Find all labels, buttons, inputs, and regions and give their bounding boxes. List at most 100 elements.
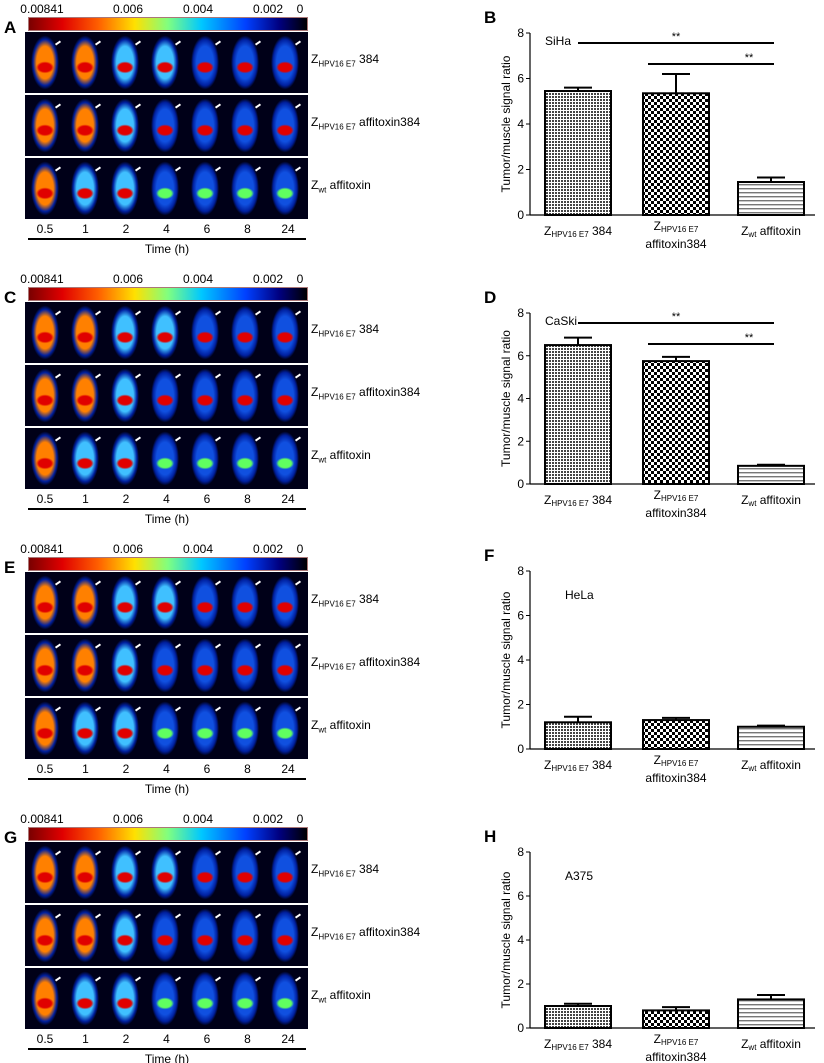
y-tick-label: 4 [517, 392, 524, 406]
mouse-image [145, 428, 185, 489]
colorbar [28, 287, 308, 301]
x-tick-label: Zwt affitoxin [741, 224, 801, 239]
mouse-image [65, 698, 105, 759]
panel-label: A [4, 18, 17, 37]
time-tick: 6 [203, 1032, 211, 1046]
label-main: Z [654, 1032, 661, 1046]
y-tick-label: 0 [517, 742, 524, 756]
mouse-image [65, 968, 105, 1029]
label-rest: affitoxin [756, 493, 800, 507]
x-tick-label: ZHPV16 E7 [654, 219, 699, 234]
label-sub: HPV16 E7 [318, 599, 356, 609]
y-tick-label: 4 [517, 653, 524, 667]
mouse-image [265, 842, 305, 903]
mouse-image [145, 158, 185, 219]
label-rest: affitoxin384 [355, 925, 421, 939]
chart-title: CaSki [545, 314, 577, 328]
row-label: ZHPV16 E7 384 [311, 52, 379, 68]
label-sub: HPV16 E7 [318, 122, 356, 132]
y-tick-label: 8 [517, 26, 524, 40]
colorbar-tick: 0.00841 [20, 542, 64, 556]
mouse-image [145, 365, 185, 426]
label-main: Z [544, 493, 551, 507]
y-axis-label: Tumor/muscle signal ratio [499, 591, 513, 728]
label-main: Z [311, 52, 319, 66]
label-rest: 384 [355, 52, 380, 66]
mouse-image [25, 968, 65, 1029]
colorbar-tick: 0 [296, 272, 304, 286]
significance-label: ** [672, 311, 681, 323]
time-tick: 4 [163, 1032, 170, 1046]
label-sub: HPV16 E7 [318, 662, 356, 672]
colorbar-tick: 0.002 [252, 812, 284, 826]
colorbar-tick: 0 [296, 2, 304, 16]
time-tick: 8 [244, 762, 251, 776]
x-tick-label-line2: affitoxin384 [645, 771, 706, 785]
bar [544, 90, 612, 216]
mouse-image [265, 905, 305, 966]
y-tick-label: 2 [517, 977, 524, 991]
mouse-image [225, 95, 265, 156]
label-rest: affitoxin [326, 448, 371, 462]
label-main: Z [311, 592, 319, 606]
mouse-image [145, 572, 185, 633]
mouse-image [25, 95, 65, 156]
y-tick-label: 2 [517, 163, 524, 177]
mouse-image [265, 698, 305, 759]
label-main: Z [311, 718, 319, 732]
time-tick: 8 [244, 1032, 251, 1046]
image-row [25, 841, 308, 903]
label-main: Z [544, 758, 551, 772]
colorbar-tick: 0.00841 [20, 272, 64, 286]
label-sub: wt [318, 455, 327, 465]
colorbar-tick: 0 [296, 812, 304, 826]
x-tick-label: ZHPV16 E7 384 [544, 493, 612, 508]
image-row [25, 157, 308, 219]
time-tick: 4 [163, 222, 170, 236]
time-axis-line [28, 238, 306, 240]
time-tick: 24 [281, 1032, 295, 1046]
bar [737, 998, 805, 1030]
mouse-image [225, 428, 265, 489]
colorbar-tick: 0.006 [112, 542, 144, 556]
bar [737, 181, 805, 216]
mouse-image [265, 635, 305, 696]
row-label: ZHPV16 E7 384 [311, 322, 379, 338]
mouse-image [185, 572, 225, 633]
mouse-image [225, 905, 265, 966]
label-rest: 384 [355, 862, 380, 876]
label-sub: wt [747, 499, 757, 508]
mouse-image [225, 635, 265, 696]
mouse-image [185, 365, 225, 426]
label-rest: affitoxin [326, 988, 371, 1002]
bar [642, 360, 710, 485]
label-main: Z [311, 862, 319, 876]
bar [544, 1005, 612, 1029]
mouse-image [65, 365, 105, 426]
label-main: Z [311, 115, 319, 129]
row-label: ZHPV16 E7 384 [311, 862, 379, 878]
bar [544, 721, 612, 750]
time-axis-title: Time (h) [144, 782, 190, 796]
label-rest: 384 [355, 592, 380, 606]
y-tick-label: 6 [517, 349, 524, 363]
colorbar-tick: 0.006 [112, 272, 144, 286]
mouse-image [265, 365, 305, 426]
image-row [25, 301, 308, 363]
time-labels: 0.5 1 2 4 6 8 24 [25, 222, 308, 236]
mouse-image [185, 905, 225, 966]
mouse-image [265, 32, 305, 93]
mouse-image [185, 32, 225, 93]
mouse-image [225, 32, 265, 93]
time-tick: 24 [281, 762, 295, 776]
image-row [25, 427, 308, 489]
y-tick-label: 4 [517, 117, 524, 131]
bar [642, 1009, 710, 1030]
mouse-image [105, 95, 145, 156]
time-tick: 6 [203, 492, 211, 506]
label-rest: affitoxin [326, 178, 371, 192]
colorbar-tick: 0.006 [112, 812, 144, 826]
label-rest: 384 [589, 493, 613, 507]
y-tick-label: 2 [517, 698, 524, 712]
significance-label: ** [672, 31, 681, 43]
